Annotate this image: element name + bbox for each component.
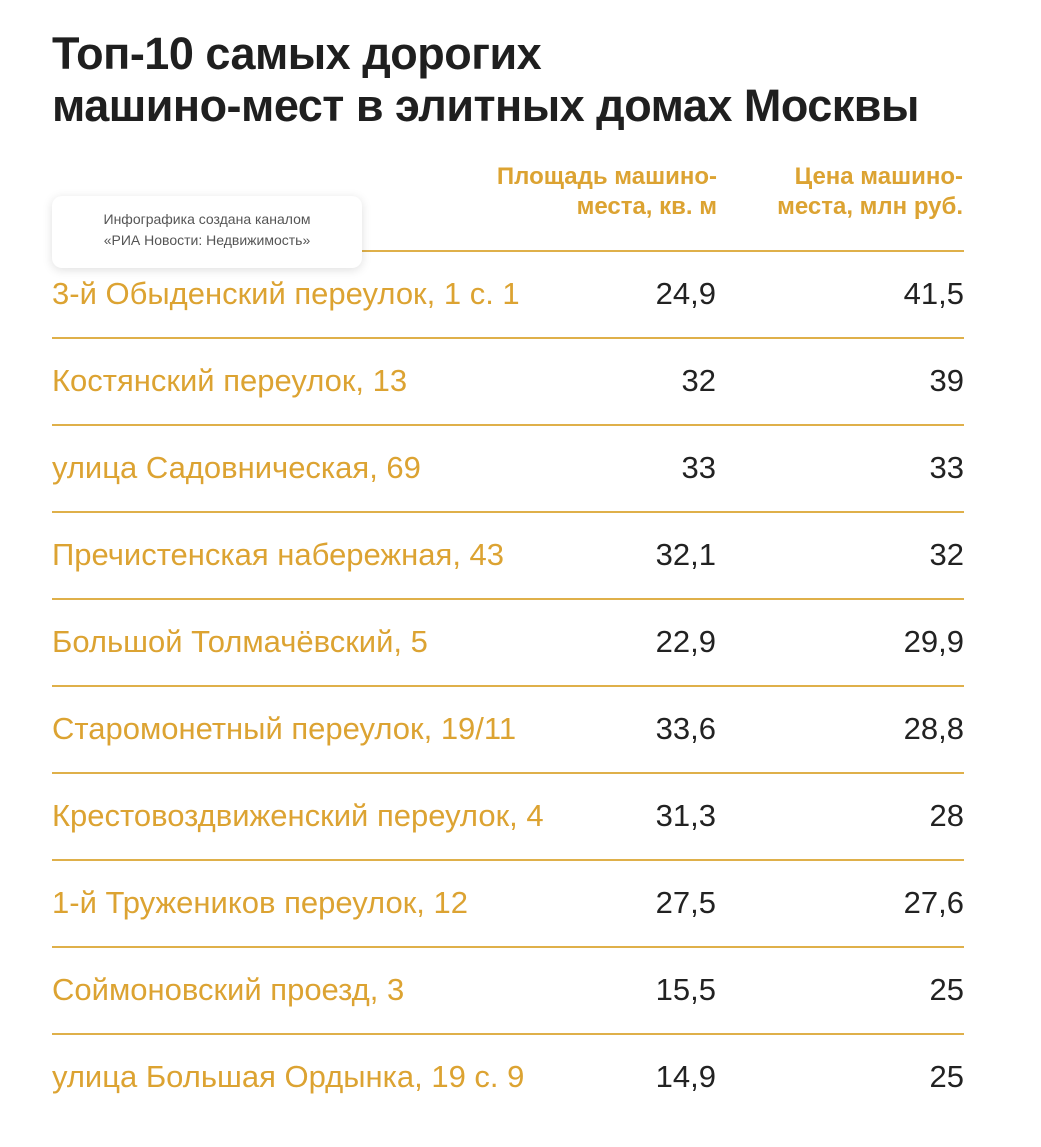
column-header-area-line-1: Площадь машино- [496, 163, 717, 190]
table-row: Старомонетный переулок, 19/11 33,6 28,8 [52, 685, 964, 772]
area-cell: 27,5 [655, 885, 716, 920]
price-cell: 25 [929, 1059, 964, 1094]
credit-line-1: Инфографика создана каналом [103, 211, 311, 227]
credit-line-2: «РИА Новости: Недвижимость» [103, 232, 311, 248]
address-cell: Пречистенская набережная, 43 [52, 537, 505, 572]
page-title: Топ-10 самых дорогих машино-мест в элитн… [52, 28, 919, 132]
area-cell: 33,6 [655, 711, 716, 746]
price-cell: 41,5 [903, 276, 964, 311]
area-cell: 33 [681, 450, 716, 485]
table-row: Костянский переулок, 13 32 39 [52, 337, 964, 424]
price-cell: 27,6 [903, 885, 964, 920]
address-cell: Большой Толмачёвский, 5 [52, 624, 428, 659]
table-row: Пречистенская набережная, 43 32,1 32 [52, 511, 964, 598]
column-header-price: Цена машино- места, млн руб. [777, 162, 963, 222]
ranking-table: 3-й Обыденский переулок, 1 с. 1 24,9 41,… [52, 250, 964, 1120]
credit-badge: Инфографика создана каналом «РИА Новости… [52, 196, 362, 268]
table-row: 1-й Тружеников переулок, 12 27,5 27,6 [52, 859, 964, 946]
table-row: Соймоновский проезд, 3 15,5 25 [52, 946, 964, 1033]
price-cell: 28,8 [903, 711, 964, 746]
area-cell: 32,1 [655, 537, 716, 572]
area-cell: 15,5 [655, 972, 716, 1007]
title-line-1: Топ-10 самых дорогих [52, 28, 542, 79]
address-cell: 3-й Обыденский переулок, 1 с. 1 [52, 276, 520, 311]
price-cell: 39 [929, 363, 964, 398]
address-cell: 1-й Тружеников переулок, 12 [52, 885, 469, 920]
price-cell: 28 [929, 798, 964, 833]
column-header-price-line-2: места, млн руб. [777, 193, 963, 220]
title-line-2: машино-мест в элитных домах Москвы [52, 80, 919, 131]
price-cell: 33 [929, 450, 964, 485]
address-cell: Старомонетный переулок, 19/11 [52, 711, 517, 746]
column-header-price-line-1: Цена машино- [794, 163, 963, 190]
column-header-area: Площадь машино- места, кв. м [497, 162, 717, 222]
area-cell: 31,3 [655, 798, 716, 833]
area-cell: 32 [681, 363, 716, 398]
area-cell: 24,9 [655, 276, 716, 311]
address-cell: улица Большая Ордынка, 19 с. 9 [52, 1059, 525, 1094]
table-row: Большой Толмачёвский, 5 22,9 29,9 [52, 598, 964, 685]
area-cell: 14,9 [655, 1059, 716, 1094]
address-cell: улица Садовническая, 69 [52, 450, 421, 485]
price-cell: 32 [929, 537, 964, 572]
address-cell: Крестовоздвиженский переулок, 4 [52, 798, 544, 833]
price-cell: 25 [929, 972, 964, 1007]
table-row: улица Большая Ордынка, 19 с. 9 14,9 25 [52, 1033, 964, 1120]
column-header-area-line-2: места, кв. м [576, 193, 717, 220]
table-row: Крестовоздвиженский переулок, 4 31,3 28 [52, 772, 964, 859]
table-row: улица Садовническая, 69 33 33 [52, 424, 964, 511]
price-cell: 29,9 [903, 624, 964, 659]
address-cell: Соймоновский проезд, 3 [52, 972, 405, 1007]
address-cell: Костянский переулок, 13 [52, 363, 408, 398]
table-row: 3-й Обыденский переулок, 1 с. 1 24,9 41,… [52, 250, 964, 337]
area-cell: 22,9 [655, 624, 716, 659]
